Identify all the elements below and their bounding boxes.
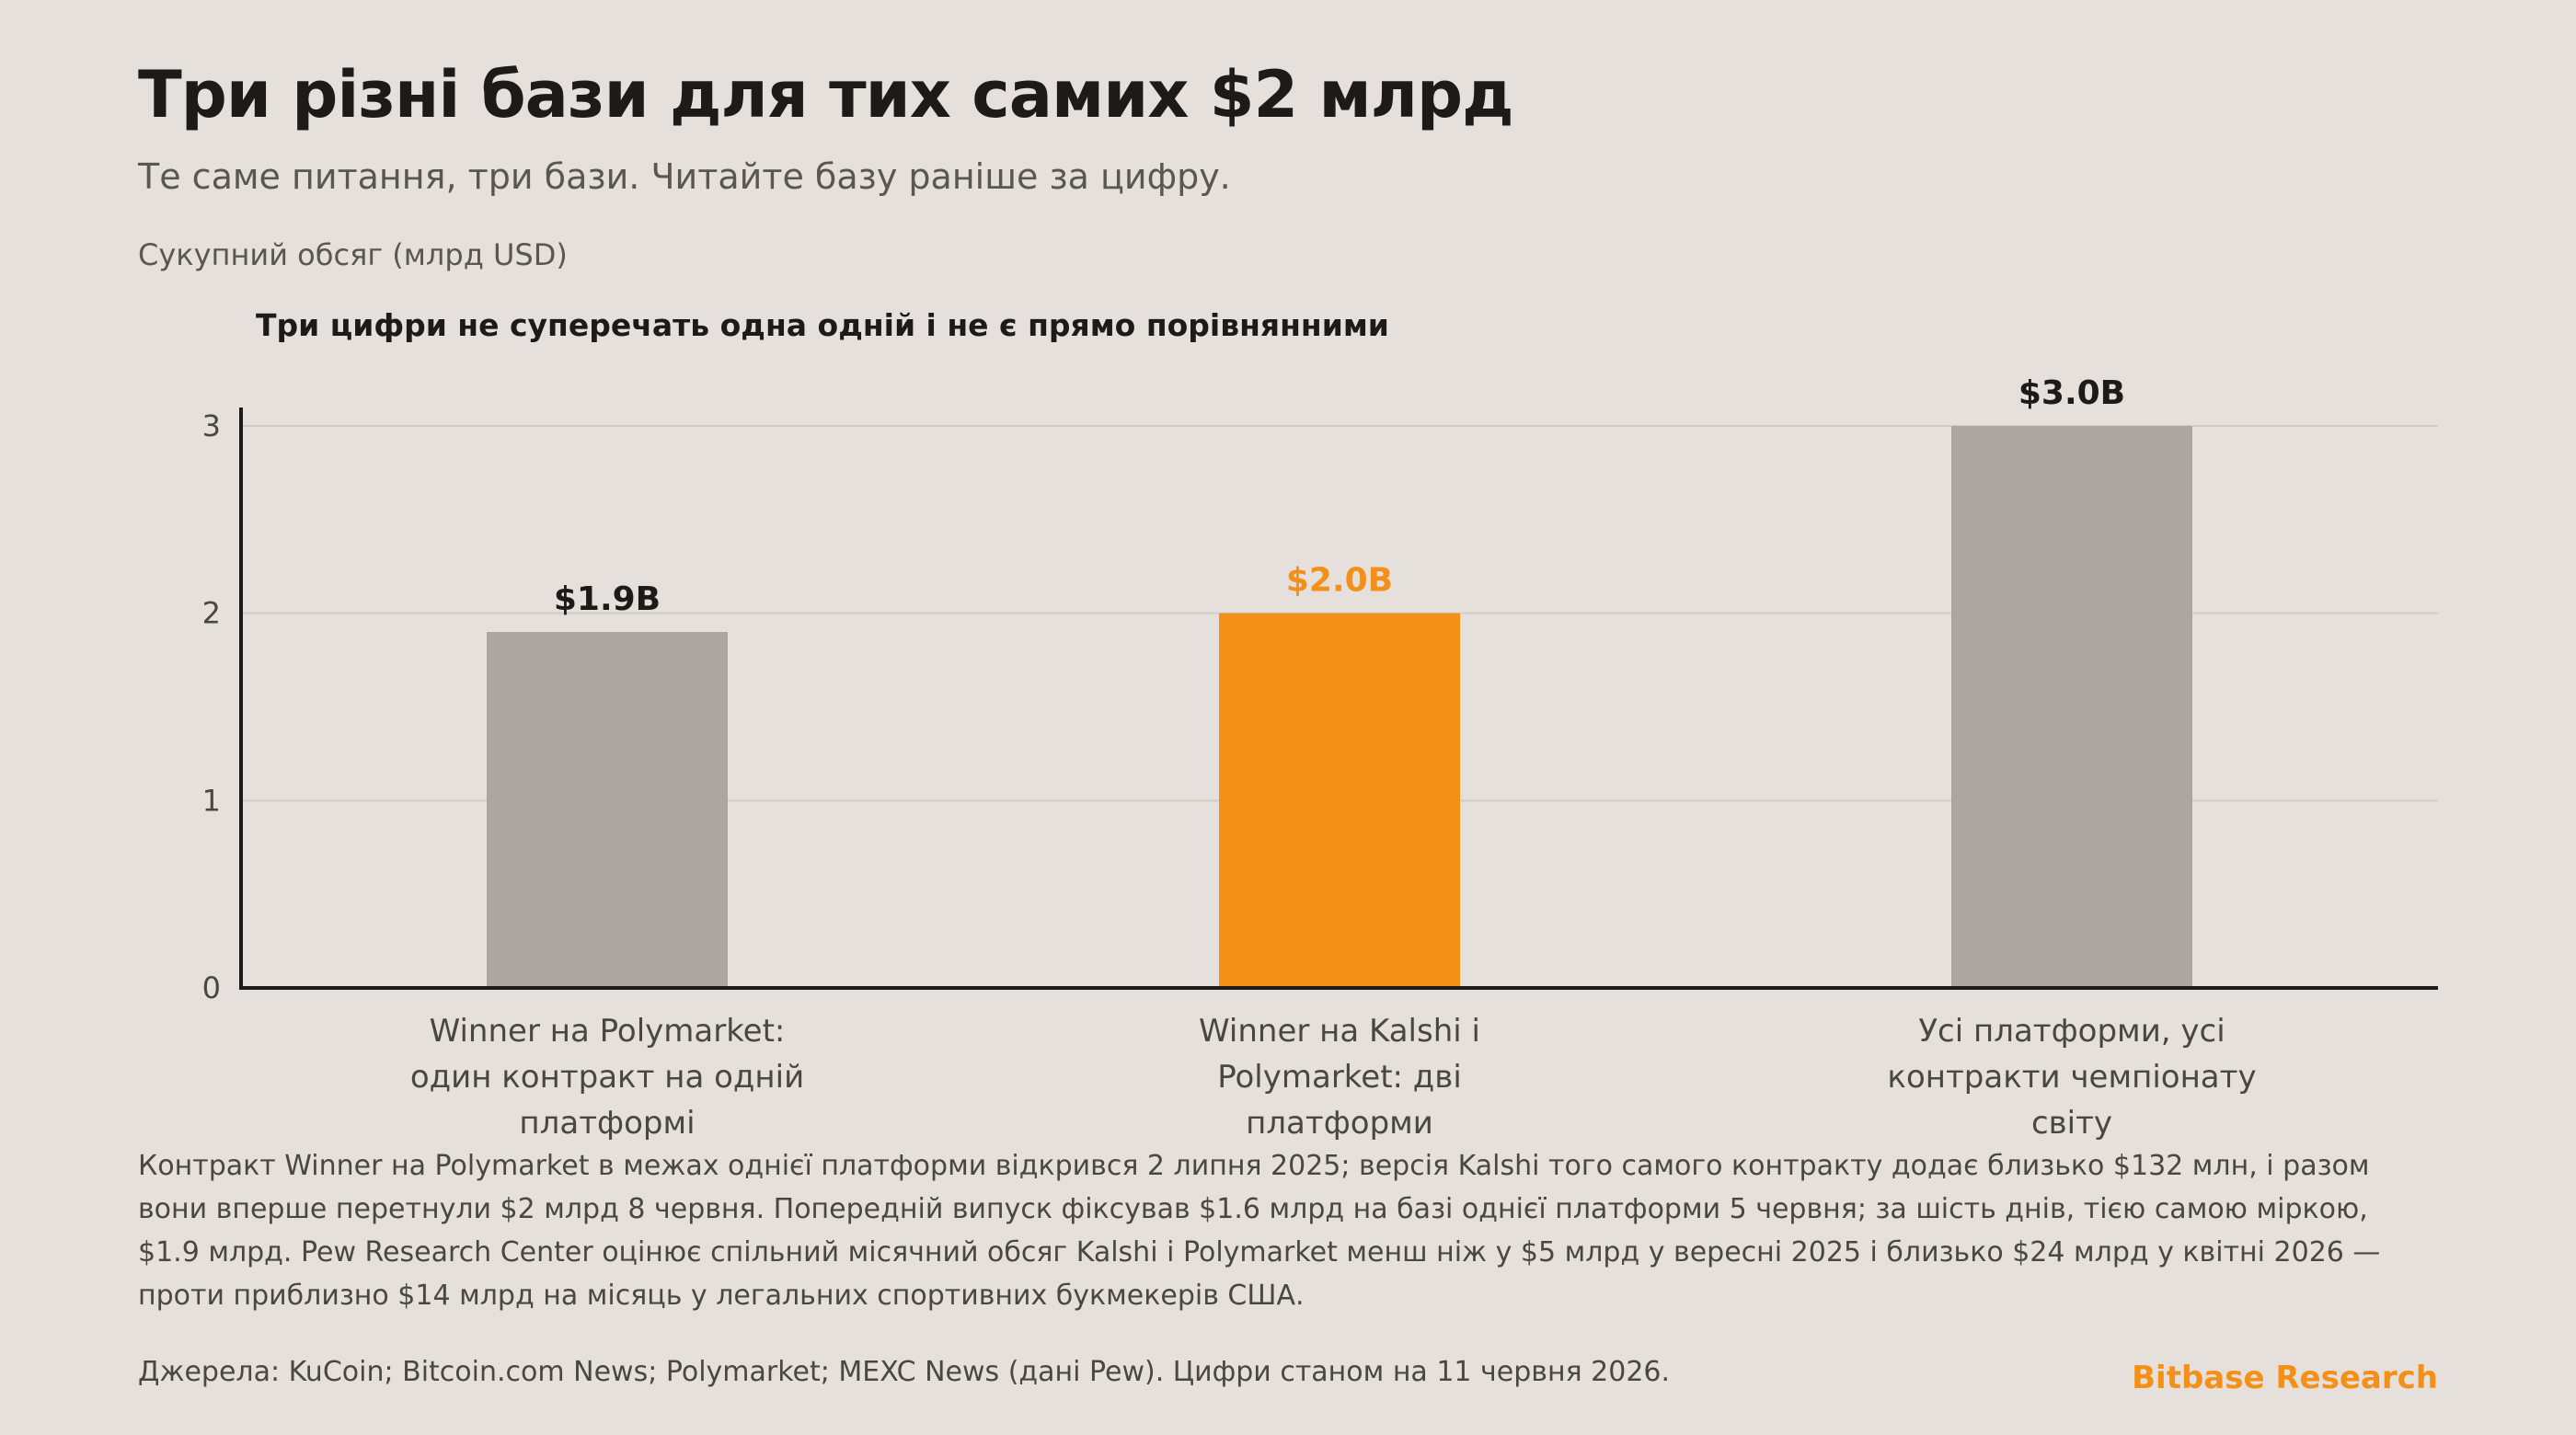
category-label-line: контракти чемпіонату <box>1887 1059 2256 1096</box>
value-label-0: $1.9B <box>554 580 661 618</box>
sources-line: Джерела: KuCoin; Bitcoin.com News; Polym… <box>138 1356 1671 1388</box>
chart-subtitle: Те саме питання, три бази. Читайте базу … <box>138 156 1231 197</box>
category-label-2: Усі платформи, усі контракти чемпіонату св… <box>1887 1013 2256 1141</box>
category-label-line: Winner на Polymarket: <box>430 1013 786 1050</box>
category-label-line: Усі платформи, усі <box>1918 1013 2225 1050</box>
category-label-1: Winner на Kalshi і Polymarket: дві платфор… <box>1199 1013 1480 1141</box>
description-paragraph: Контракт Winner на Polymarket в межах од… <box>138 1150 2381 1312</box>
category-label-0: Winner на Polymarket: один контракт на од… <box>410 1013 804 1141</box>
chart-title: Три різні бази для тих самих $2 млрд <box>138 57 1514 132</box>
y-tick-label-0: 0 <box>202 970 221 1005</box>
bar-0 <box>487 632 728 988</box>
chart-note: Три цифри не суперечать одна одній і не … <box>256 307 1389 343</box>
category-label-line: платформи <box>1246 1105 1433 1141</box>
y-tick-label-2: 2 <box>202 596 221 631</box>
category-label-line: Winner на Kalshi і <box>1199 1013 1480 1050</box>
y-tick-label-3: 3 <box>202 408 221 443</box>
y-tick-label-1: 1 <box>202 783 221 818</box>
value-label-2: $3.0B <box>2018 374 2125 412</box>
category-label-line: Polymarket: дві <box>1217 1059 1462 1096</box>
bar-2 <box>1951 426 2192 988</box>
category-label-line: світу <box>2031 1105 2112 1141</box>
bar-chart: 0 1 2 3 $1.9B Winner на Polymarket: один контр… <box>202 374 2438 1141</box>
value-label-1: $2.0B <box>1286 562 1393 600</box>
brand-logo-text: Bitbase Research <box>2132 1360 2438 1396</box>
category-label-line: один контракт на одній <box>410 1059 804 1096</box>
y-axis-unit-label: Сукупний обсяг (млрд USD) <box>138 237 568 272</box>
category-label-line: платформі <box>519 1105 695 1141</box>
bar-1 <box>1219 613 1460 988</box>
